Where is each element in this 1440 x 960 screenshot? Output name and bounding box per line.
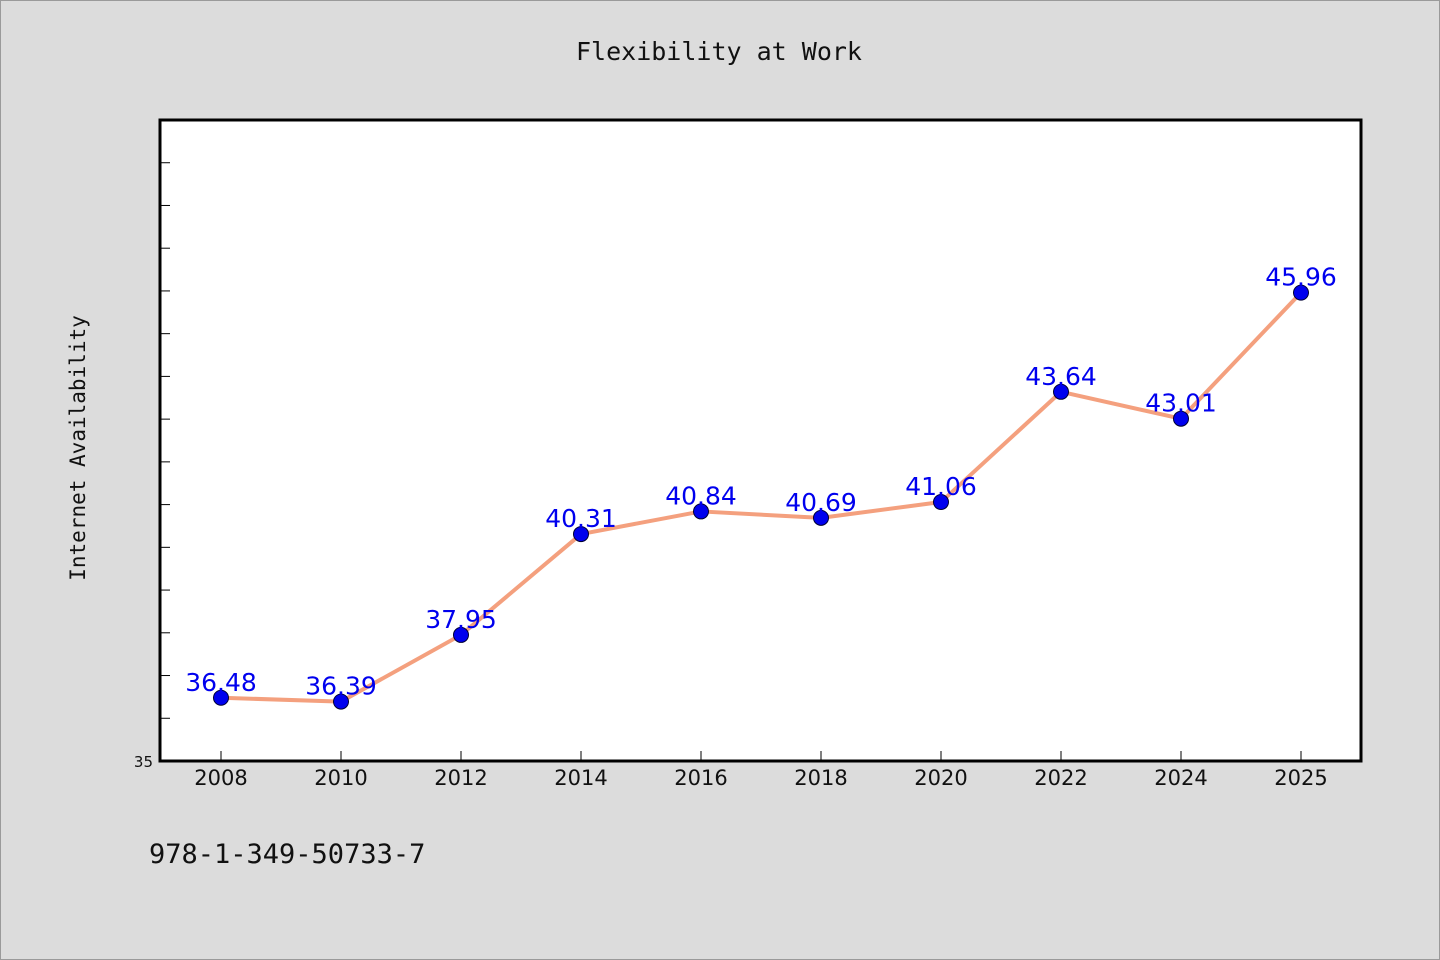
x-tick-label: 2022 — [1034, 766, 1087, 790]
x-tick-label: 2016 — [674, 766, 727, 790]
data-label: 36.39 — [305, 672, 377, 701]
x-tick-label: 2025 — [1274, 766, 1327, 790]
data-label: 36.48 — [185, 668, 257, 697]
footer-isbn: 978-1-349-50733-7 — [149, 839, 425, 870]
x-tick-label: 2014 — [554, 766, 607, 790]
chart-title: Flexibility at Work — [576, 37, 862, 66]
data-point — [333, 693, 349, 710]
x-tick-label: 2010 — [314, 766, 367, 790]
y-tick-label: 35 — [134, 753, 153, 771]
data-label: 41.06 — [905, 472, 977, 501]
data-point — [813, 509, 829, 526]
data-point — [213, 689, 229, 706]
x-tick-label: 2020 — [914, 766, 967, 790]
x-axis-ticks: 2008 2010 2012 2014 2016 2018 2020 2022 2024 2025 — [194, 751, 1328, 790]
data-point — [933, 494, 949, 511]
data-point — [693, 503, 709, 520]
data-point — [573, 526, 589, 543]
data-point — [1053, 383, 1069, 400]
data-point — [1173, 410, 1189, 427]
data-label: 40.31 — [545, 504, 617, 533]
data-point — [453, 626, 469, 643]
plot-area — [158, 118, 1363, 763]
data-label: 37.95 — [425, 605, 497, 634]
x-tick-label: 2018 — [794, 766, 847, 790]
x-tick-label: 2008 — [194, 766, 247, 790]
data-label: 43.64 — [1025, 362, 1097, 391]
y-axis-label: Internet Availability — [66, 315, 90, 581]
data-label: 40.84 — [665, 481, 737, 510]
series-line — [220, 291, 1303, 704]
series-layer — [213, 284, 1309, 710]
data-label: 43.01 — [1145, 389, 1217, 418]
data-label: 40.69 — [785, 488, 857, 517]
y-axis-ticks: 35 — [134, 162, 170, 771]
x-tick-label: 2012 — [434, 766, 487, 790]
data-point — [1293, 284, 1309, 301]
data-labels: 36.48 36.39 37.95 40.31 40.84 40.69 41.06 43.64… — [185, 263, 1337, 701]
x-tick-label: 2024 — [1154, 766, 1207, 790]
data-label: 45.96 — [1265, 263, 1337, 292]
